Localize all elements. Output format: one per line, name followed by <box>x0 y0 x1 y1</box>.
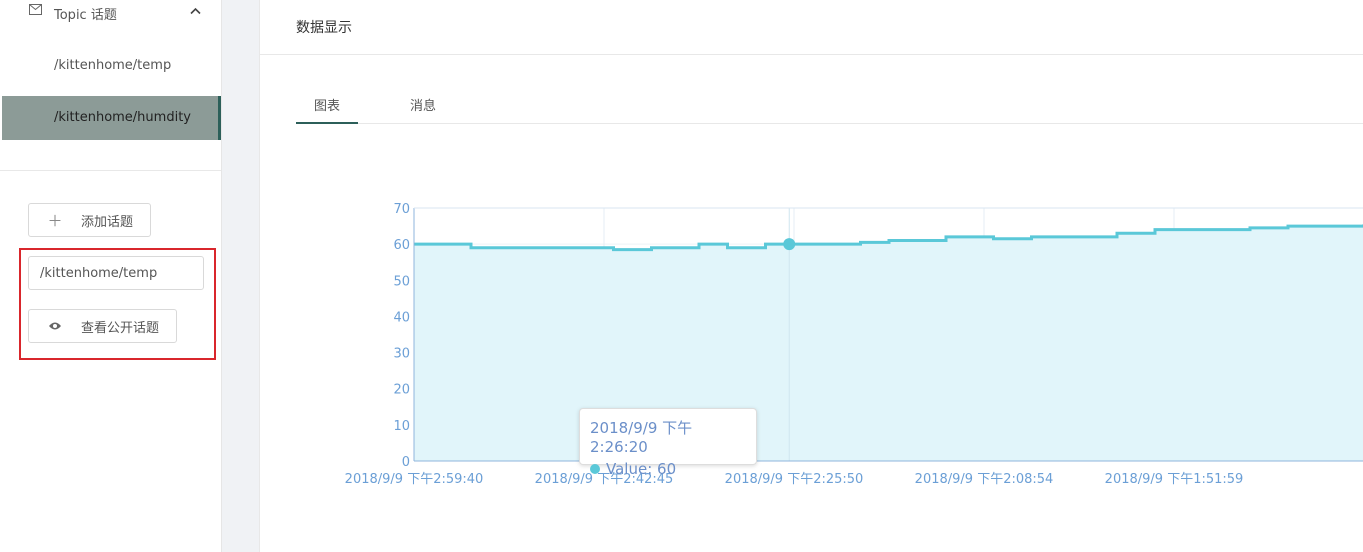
chevron-up-icon[interactable] <box>190 4 201 19</box>
tooltip-label: Value <box>606 460 648 478</box>
y-tick-label-0: 0 <box>402 455 410 470</box>
y-tick-label-2: 20 <box>393 383 410 398</box>
x-tick-label-4: 2018/9/9 下午1:51:59 <box>1105 472 1244 487</box>
mail-icon <box>29 4 42 19</box>
view-public-topics-button[interactable]: 查看公开话题 <box>28 309 177 343</box>
topic-menu-header[interactable]: Topic 话题 <box>0 0 221 26</box>
eye-icon <box>45 317 65 335</box>
sidebar-item-humdity[interactable]: /kittenhome/humdity <box>2 96 221 140</box>
sidebar: Topic 话题 /kittenhome/temp /kittenhome/hu… <box>0 0 222 552</box>
y-tick-label-6: 60 <box>393 238 410 253</box>
highlight-box <box>19 248 216 360</box>
add-topic-label: 添加话题 <box>81 214 134 230</box>
plus-icon: ＋ <box>47 211 63 230</box>
y-tick-label-1: 10 <box>393 419 410 434</box>
chart-tooltip: 2018/9/9 下午2:26:20 Value: 60 <box>579 408 757 478</box>
tab-messages[interactable]: 消息 <box>410 99 437 114</box>
tab-chart[interactable]: 图表 <box>314 99 341 114</box>
series-dot-icon <box>590 464 600 474</box>
x-tick-label-3: 2018/9/9 下午2:08:54 <box>915 472 1054 487</box>
tooltip-value: 60 <box>657 460 677 478</box>
topic-input[interactable] <box>28 256 204 290</box>
series-line <box>414 224 1363 252</box>
y-tick-label-3: 30 <box>393 347 410 362</box>
topic-menu-title: Topic 话题 <box>54 8 117 23</box>
y-tick-label-4: 40 <box>393 310 410 325</box>
view-public-topics-label: 查看公开话题 <box>81 320 160 336</box>
tooltip-value-row: Value: 60 <box>590 460 746 478</box>
chart-axes <box>413 207 1363 462</box>
page-title: 数据显示 <box>296 20 352 36</box>
x-tick-label-0: 2018/9/9 下午2:59:40 <box>345 472 484 487</box>
x-tick-label-1: 2018/9/9 下午2:42:45 <box>535 472 674 487</box>
tabs-divider <box>296 123 1363 124</box>
main-panel: 数据显示 图表 消息 0 10 20 30 40 50 60 70 2018/9/9 下午2:… <box>259 0 1363 552</box>
sidebar-item-label: /kittenhome/temp <box>54 58 172 73</box>
y-tick-label-7: 70 <box>393 202 410 217</box>
series-area <box>414 226 1363 461</box>
hover-point <box>783 238 796 251</box>
y-axis-ticks: 0 10 20 30 40 50 60 70 <box>393 202 410 470</box>
add-topic-button[interactable]: ＋ 添加话题 <box>28 203 151 237</box>
sidebar-item-temp[interactable]: /kittenhome/temp <box>2 44 221 88</box>
layout-gutter <box>222 0 258 552</box>
active-tab-indicator <box>296 122 358 124</box>
sidebar-divider <box>0 170 221 171</box>
x-tick-label-2: 2018/9/9 下午2:25:50 <box>725 472 864 487</box>
title-divider <box>260 54 1363 55</box>
y-tick-label-5: 50 <box>393 274 410 289</box>
tooltip-title: 2018/9/9 下午2:26:20 <box>590 419 693 456</box>
x-axis-ticks: 2018/9/9 下午2:59:40 2018/9/9 下午2:42:45 2018… <box>345 472 1244 487</box>
sidebar-item-label: /kittenhome/humdity <box>54 110 191 125</box>
